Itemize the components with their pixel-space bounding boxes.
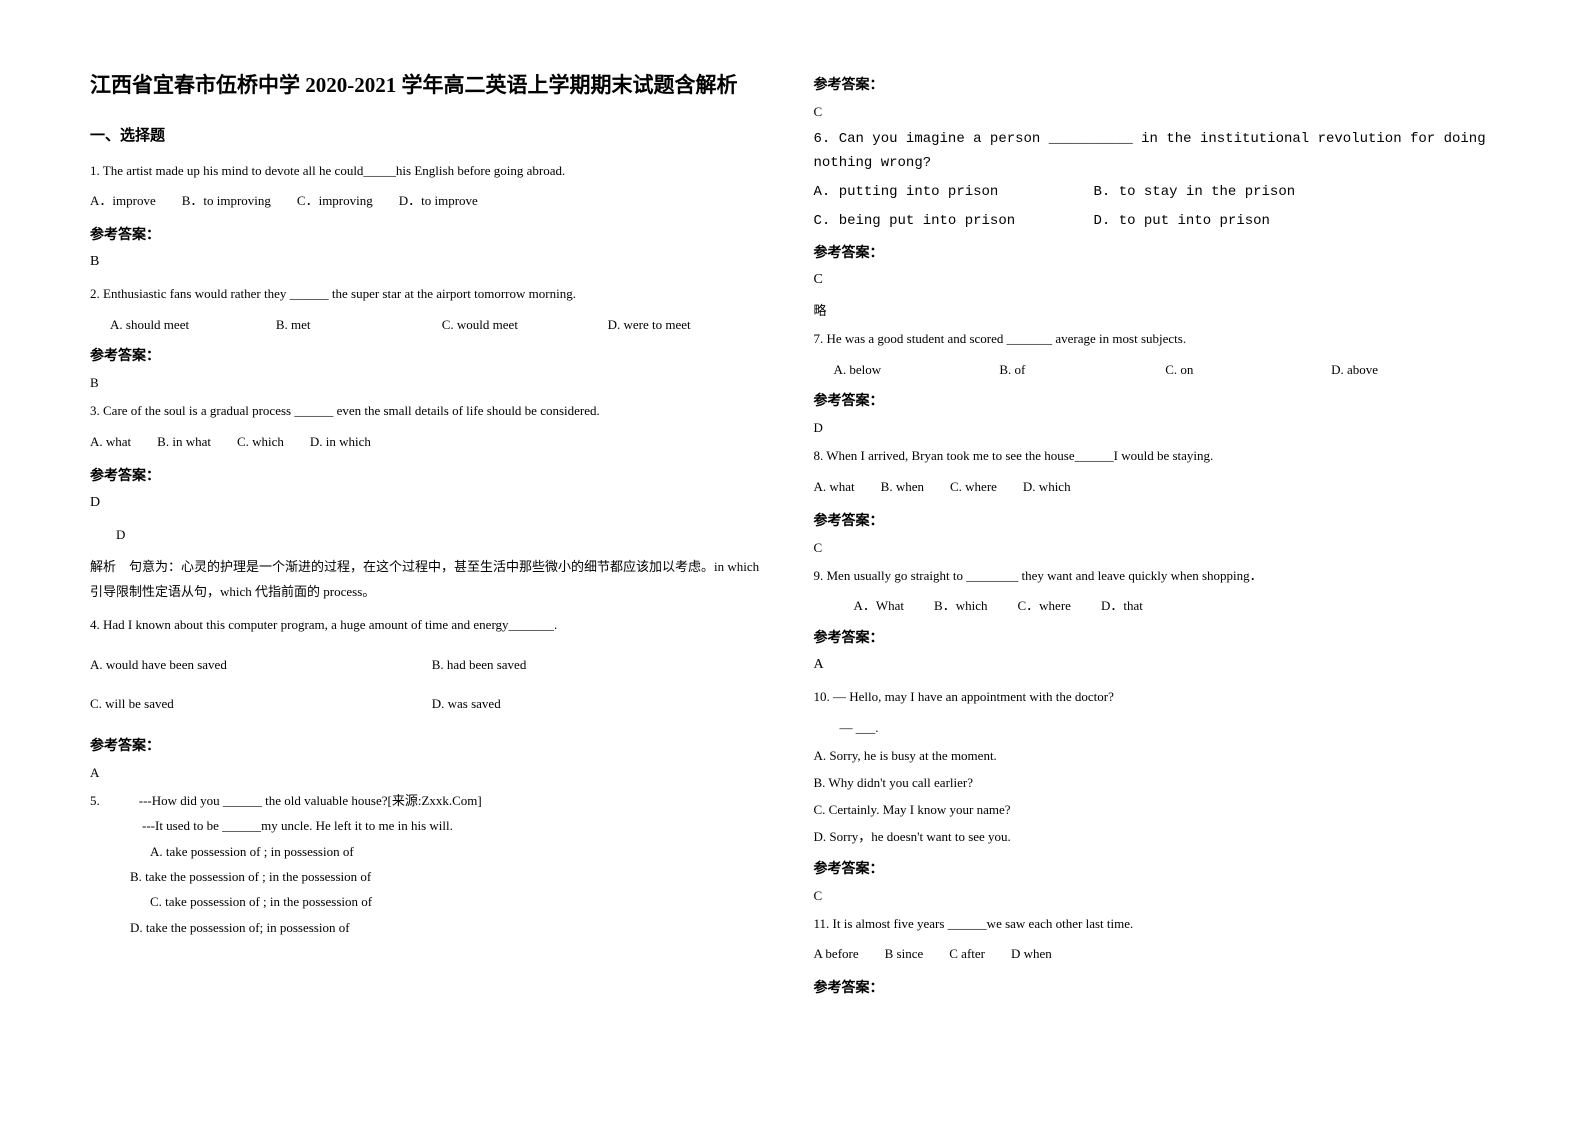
q1-answer-label: 参考答案：	[90, 224, 774, 244]
q4-text: 4. Had I known about this computer progr…	[90, 613, 774, 638]
q6-note: 略	[814, 300, 1498, 319]
q4-answer: A	[90, 765, 774, 781]
q4-opt-d: D. was saved	[432, 692, 774, 717]
q6-answer-label: 参考答案：	[814, 242, 1498, 262]
q10-opt-c: C. Certainly. May I know your name?	[814, 800, 1498, 821]
q6-opt-a: A. putting into prison	[814, 180, 1094, 205]
q7-options: A. below B. of C. on D. above	[814, 358, 1498, 383]
q7-opt-b: B. of	[999, 358, 1165, 383]
q9-opt-c: C．where	[1018, 594, 1071, 619]
q2-options: A. should meet B. met C. would meet D. w…	[90, 313, 774, 338]
q5-answer: C	[814, 104, 1498, 120]
q5-opt-a: A. take possession of ; in possession of	[90, 840, 774, 863]
right-column: 参考答案： C 6. Can you imagine a person ____…	[814, 70, 1498, 1052]
q4-opt-b: B. had been saved	[432, 653, 774, 678]
q10-opt-b: B. Why didn't you call earlier?	[814, 773, 1498, 794]
q3-answer: D	[90, 495, 774, 511]
q10-answer: C	[814, 888, 1498, 904]
q7-answer-label: 参考答案：	[814, 390, 1498, 410]
q11-answer-label: 参考答案：	[814, 977, 1498, 997]
q3-exp1: D	[90, 523, 774, 548]
document-title: 江西省宜春市伍桥中学 2020-2021 学年高二英语上学期期末试题含解析	[90, 70, 774, 102]
q6-text: 6. Can you imagine a person __________ i…	[814, 128, 1498, 176]
q8-answer-label: 参考答案：	[814, 510, 1498, 530]
q6-opt-c: C. being put into prison	[814, 209, 1094, 234]
q9-options: A．What B．which C．where D．that	[814, 594, 1498, 619]
q6-opt-b: B. to stay in the prison	[1094, 180, 1296, 205]
q9-text: 9. Men usually go straight to ________ t…	[814, 564, 1498, 589]
q7-opt-a: A. below	[834, 358, 1000, 383]
q3-exp2: 解析 句意为：心灵的护理是一个渐进的过程，在这个过程中，甚至生活中那些微小的细节…	[90, 555, 774, 604]
q9-opt-b: B．which	[934, 594, 987, 619]
q10-text: 10. — Hello, may I have an appointment w…	[814, 685, 1498, 710]
q3-text: 3. Care of the soul is a gradual process…	[90, 399, 774, 424]
q5-answer-label: 参考答案：	[814, 74, 1498, 94]
q10-opt-d: D. Sorry，he doesn't want to see you.	[814, 827, 1498, 848]
q9-opt-a: A．What	[854, 594, 905, 619]
q4-options-row1: A. would have been saved B. had been sav…	[90, 653, 774, 678]
q2-opt-a: A. should meet	[110, 313, 276, 338]
q5-opt-c: C. take possession of ; in the possessio…	[90, 890, 774, 913]
q2-opt-c: C. would meet	[442, 313, 608, 338]
q1-text: 1. The artist made up his mind to devote…	[90, 159, 774, 184]
q2-opt-b: B. met	[276, 313, 442, 338]
q7-opt-c: C. on	[1165, 358, 1331, 383]
q8-answer: C	[814, 540, 1498, 556]
q5-line2: ---It used to be ______my uncle. He left…	[90, 814, 774, 837]
q8-text: 8. When I arrived, Bryan took me to see …	[814, 444, 1498, 469]
q6-answer: C	[814, 272, 1498, 288]
q6-options-row2: C. being put into prison D. to put into …	[814, 209, 1498, 234]
q4-options-row2: C. will be saved D. was saved	[90, 692, 774, 717]
q2-text: 2. Enthusiastic fans would rather they _…	[90, 282, 774, 307]
q4-opt-a: A. would have been saved	[90, 653, 432, 678]
q4-opt-c: C. will be saved	[90, 692, 432, 717]
q9-answer-label: 参考答案：	[814, 627, 1498, 647]
q7-opt-d: D. above	[1331, 358, 1497, 383]
q10-opt-a: A. Sorry, he is busy at the moment.	[814, 746, 1498, 767]
q9-answer: A	[814, 657, 1498, 673]
q7-text: 7. He was a good student and scored ____…	[814, 327, 1498, 352]
q9-opt-d: D．that	[1101, 594, 1143, 619]
left-column: 江西省宜春市伍桥中学 2020-2021 学年高二英语上学期期末试题含解析 一、…	[90, 70, 774, 1052]
q11-options: A before B since C after D when	[814, 942, 1498, 967]
q8-options: A. what B. when C. where D. which	[814, 475, 1498, 500]
q2-answer-label: 参考答案：	[90, 345, 774, 365]
q6-options-row1: A. putting into prison B. to stay in the…	[814, 180, 1498, 205]
q10-answer-label: 参考答案：	[814, 858, 1498, 878]
q6-opt-d: D. to put into prison	[1094, 209, 1270, 234]
q5-line1: 5. ---How did you ______ the old valuabl…	[90, 789, 774, 812]
q1-answer: B	[90, 254, 774, 270]
q2-answer: B	[90, 375, 774, 391]
q7-answer: D	[814, 420, 1498, 436]
q5-opt-d: D. take the possession of; in possession…	[90, 916, 774, 939]
q10-text2: — ___.	[814, 716, 1498, 741]
q4-answer-label: 参考答案：	[90, 735, 774, 755]
q3-options: A. what B. in what C. which D. in which	[90, 430, 774, 455]
q1-options: A．improve B．to improving C．improving D．t…	[90, 189, 774, 214]
q11-text: 11. It is almost five years ______we saw…	[814, 912, 1498, 937]
q2-opt-d: D. were to meet	[608, 313, 774, 338]
q5-opt-b: B. take the possession of ; in the posse…	[90, 865, 774, 888]
q3-answer-label: 参考答案：	[90, 465, 774, 485]
section-header: 一、选择题	[90, 124, 774, 145]
